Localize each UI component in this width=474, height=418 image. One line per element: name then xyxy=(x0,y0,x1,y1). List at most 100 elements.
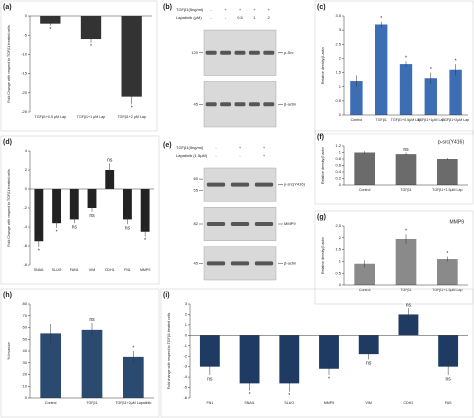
y-axis-label: Relative density/β actin xyxy=(321,237,325,274)
x-tick-label: MMP9 xyxy=(324,401,334,405)
x-tick-label: CDH1 xyxy=(105,268,115,272)
x-tick-label: Control xyxy=(359,188,371,192)
y-tick-label: -1 xyxy=(183,343,187,348)
significance: ns xyxy=(207,376,213,382)
significance: ns xyxy=(89,317,95,323)
significance: ns xyxy=(446,376,452,382)
x-tick-label: VIM xyxy=(366,401,372,405)
lane-mark: + xyxy=(253,7,256,12)
y-axis-label: Relative density/β actin xyxy=(321,147,325,184)
bar xyxy=(87,189,97,208)
protein-band xyxy=(254,261,274,266)
significance: * xyxy=(144,238,146,244)
x-tick-label: Control xyxy=(351,118,363,122)
y-tick-label: 20 xyxy=(23,372,28,377)
bar xyxy=(69,189,79,220)
treatment-label: TGFβ1(5ng/ml) xyxy=(176,145,204,150)
x-tick-label: TGFβ1+1μM Lap xyxy=(417,118,444,122)
y-tick-label: 3 xyxy=(185,301,188,306)
y-tick-label: 0 xyxy=(25,395,28,400)
significance: ns xyxy=(125,225,131,231)
bar xyxy=(105,170,115,189)
bar xyxy=(449,69,462,115)
bar xyxy=(395,238,417,285)
y-tick-label: 0 xyxy=(185,332,188,337)
protein-band xyxy=(220,50,232,55)
y-tick-label: 0 xyxy=(339,182,342,187)
significance: * xyxy=(49,27,51,33)
panel-label: (f) xyxy=(317,134,324,141)
protein-band xyxy=(205,102,217,107)
significance: * xyxy=(56,229,58,235)
significance: * xyxy=(288,393,290,399)
y-tick-label: 1 xyxy=(339,258,342,263)
bar xyxy=(375,24,388,115)
protein-band xyxy=(263,102,275,107)
protein-band xyxy=(230,222,250,226)
y-tick-label: 0.6 xyxy=(335,163,341,168)
bar xyxy=(354,152,375,185)
y-tick-label: -4 xyxy=(183,374,187,379)
bar xyxy=(350,81,363,115)
bar xyxy=(80,16,102,40)
y-tick-label: -20 xyxy=(21,90,28,95)
y-tick-label: -8 xyxy=(23,262,27,267)
bar xyxy=(52,189,61,224)
lane-mark: - xyxy=(215,153,217,158)
y-tick-label: 0.8 xyxy=(335,156,341,161)
y-tick-label: 50 xyxy=(23,336,28,341)
x-tick-label: TGFβ1+0.5μM Lap xyxy=(391,118,421,122)
panel-label: (a) xyxy=(3,4,12,11)
y-tick-label: 4 xyxy=(25,148,28,153)
y-axis-label: Relative density/β-actin xyxy=(321,47,325,84)
protein-band xyxy=(206,222,226,226)
x-tick-label: CDH1 xyxy=(404,401,414,405)
lane-mark: - xyxy=(239,153,241,158)
y-tick-label: 2.5 xyxy=(335,223,341,228)
plot-frame xyxy=(314,130,474,205)
significance: * xyxy=(249,392,251,398)
x-tick-label: SLUG xyxy=(52,268,62,272)
significance: ns xyxy=(403,147,409,153)
significance: * xyxy=(446,251,448,257)
lane-mark: - xyxy=(211,7,213,12)
x-tick-label: FAS xyxy=(445,401,452,405)
y-tick-label: 3 xyxy=(339,27,342,32)
lane-mark: 2 xyxy=(268,15,271,20)
y-tick-label: -6 xyxy=(23,243,27,248)
significance: * xyxy=(38,248,40,254)
size-marker: 45 xyxy=(194,260,199,265)
protein-band xyxy=(220,102,232,107)
bar xyxy=(395,154,417,185)
y-axis-label: Fold change with respect to TGFβ1 treate… xyxy=(167,313,171,390)
y-tick-label: -4 xyxy=(23,224,27,229)
size-marker: 45 xyxy=(194,101,199,106)
band-label: p-src(Y416) xyxy=(284,182,306,187)
lane-mark: - xyxy=(211,15,213,20)
x-tick-label: VIM xyxy=(89,268,95,272)
chart-title: MMP9 xyxy=(450,219,465,225)
x-tick-label: TGFβ1 xyxy=(400,288,411,292)
x-tick-label: TGFβ1+1.5μM Lap xyxy=(432,188,462,192)
y-tick-label: -5 xyxy=(183,385,187,390)
protein-band xyxy=(234,50,246,55)
bar xyxy=(438,335,459,367)
size-marker: 60 xyxy=(194,176,199,181)
x-tick-label: TGFβ1+0.5 μM Lap xyxy=(35,115,66,119)
protein-band xyxy=(248,102,260,107)
significance: * xyxy=(328,376,330,382)
bar xyxy=(437,259,458,285)
treatment-label: Lapatinib (1.5μM) xyxy=(176,153,208,158)
bar xyxy=(40,333,61,398)
bar xyxy=(358,335,379,355)
band-label: β-actin xyxy=(284,260,296,265)
significance: * xyxy=(430,67,432,73)
bar xyxy=(123,189,132,220)
y-tick-label: 0.4 xyxy=(335,169,341,174)
band-label: MMP9 xyxy=(284,221,296,226)
x-tick-label: SLUG xyxy=(284,401,294,405)
y-tick-label: 40 xyxy=(23,348,28,353)
protein-band xyxy=(248,50,260,55)
x-tick-label: TGFβ1+2μM Lapatinib xyxy=(115,401,151,405)
lane-mark: + xyxy=(263,153,266,158)
